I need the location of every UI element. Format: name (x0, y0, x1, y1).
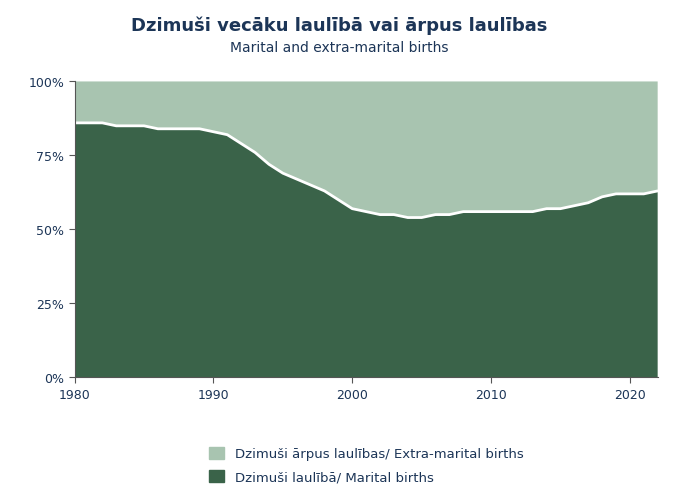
Text: Marital and extra-marital births: Marital and extra-marital births (230, 41, 448, 55)
Text: Dzimuši vecāku laulībā vai ārpus laulības: Dzimuši vecāku laulībā vai ārpus laulība… (131, 17, 547, 35)
Legend: Dzimuši ārpus laulības/ Extra-marital births, Dzimuši laulībā/ Marital births: Dzimuši ārpus laulības/ Extra-marital bi… (209, 447, 523, 483)
